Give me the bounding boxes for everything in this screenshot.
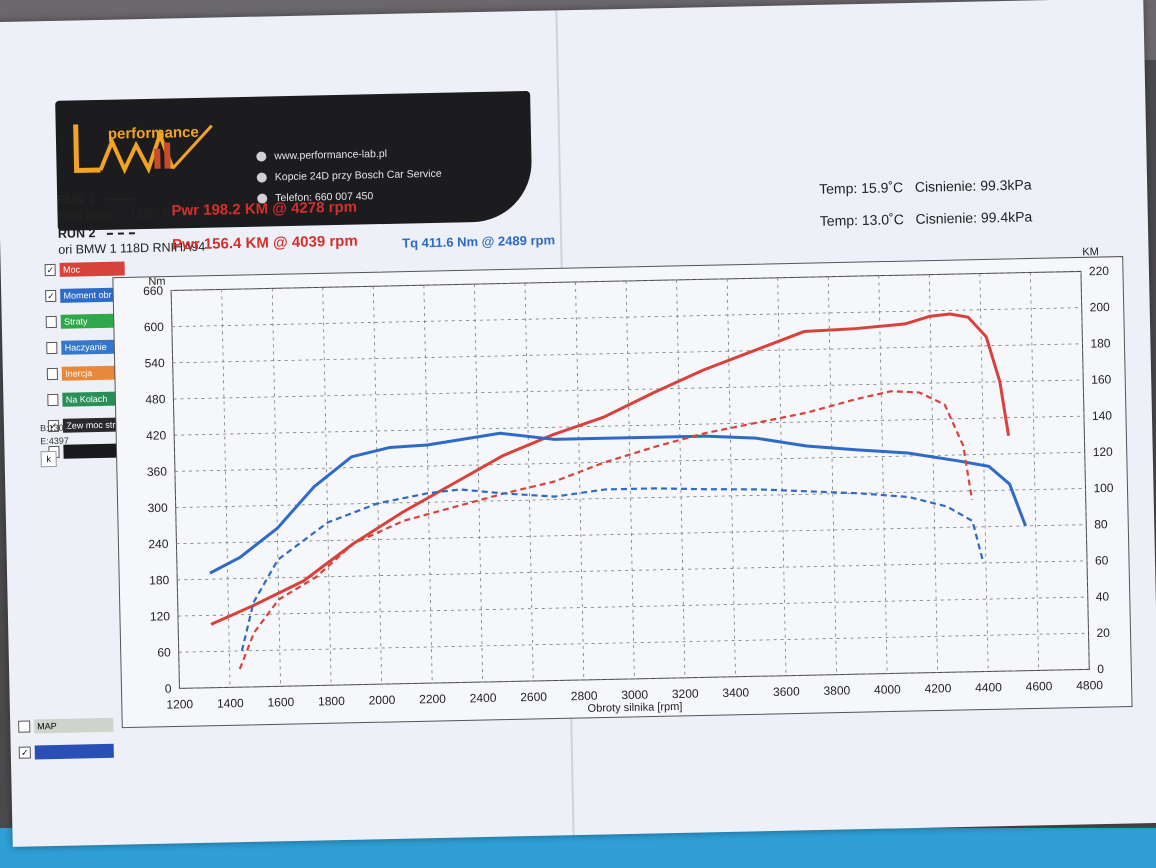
y-right-tick-label: 100 bbox=[1093, 481, 1114, 495]
x-tick-label: 2200 bbox=[419, 692, 446, 707]
y-left-tick-label: 660 bbox=[143, 284, 164, 298]
x-gridline bbox=[625, 280, 635, 679]
y-right-tick-label: 120 bbox=[1093, 445, 1114, 459]
x-gridline bbox=[322, 287, 332, 686]
y-left-tick-label: 360 bbox=[147, 465, 168, 479]
y-left-tick-label: 480 bbox=[145, 392, 166, 406]
y-left-tick-label: 600 bbox=[144, 320, 165, 334]
y-left-tick-label: 120 bbox=[150, 609, 171, 623]
y-right-tick-label: 80 bbox=[1094, 517, 1108, 531]
y-left-tick-label: 420 bbox=[146, 428, 167, 442]
y-gridline bbox=[174, 415, 1084, 436]
y-right-tick-label: 220 bbox=[1089, 264, 1110, 278]
x-tick-label: 3600 bbox=[773, 684, 800, 699]
x-gridline bbox=[372, 286, 383, 685]
y-left-tick-label: 60 bbox=[157, 645, 171, 659]
x-gridline bbox=[474, 284, 484, 683]
x-tick-label: 4600 bbox=[1026, 679, 1053, 694]
x-gridline bbox=[575, 282, 585, 680]
dyno-printout: performance www.performance-lab.pl Kopci… bbox=[0, 0, 1156, 847]
x-gridline bbox=[221, 289, 231, 688]
series-line-tq-run-1 bbox=[209, 431, 1027, 575]
y-left-axis-label: Nm bbox=[148, 276, 165, 288]
chart-frame bbox=[112, 256, 1133, 729]
x-tick-label: 2800 bbox=[571, 689, 598, 704]
x-gridline bbox=[170, 290, 180, 689]
dyno-chart: 1200 1400 1600 1800 2000 2200 2400 2600 2800 3000… bbox=[112, 246, 1133, 729]
x-gridline bbox=[1030, 272, 1040, 671]
y-gridline bbox=[171, 271, 1081, 291]
x-tick-label: 1200 bbox=[166, 697, 193, 712]
y-gridline bbox=[177, 560, 1088, 581]
x-gridline bbox=[423, 285, 433, 684]
x-gridline bbox=[777, 277, 787, 676]
x-tick-label: 1400 bbox=[217, 696, 244, 711]
y-right-tick-label: 0 bbox=[1097, 662, 1104, 676]
y-right-axis-label: KM bbox=[1082, 246, 1099, 258]
y-gridline bbox=[173, 379, 1084, 400]
y-gridline bbox=[172, 343, 1083, 364]
x-axis-label: Obroty silnika [rpm] bbox=[587, 701, 682, 715]
x-tick-label: 2600 bbox=[520, 690, 547, 705]
x-gridline bbox=[878, 275, 888, 674]
x-gridline bbox=[726, 278, 736, 677]
y-right-tick-label: 60 bbox=[1095, 553, 1109, 567]
x-gridline bbox=[1080, 271, 1090, 670]
x-gridline bbox=[676, 279, 686, 678]
x-gridline bbox=[271, 288, 281, 687]
header-banner: performance www.performance-lab.pl Kopci… bbox=[55, 90, 533, 231]
y-right-tick-label: 160 bbox=[1091, 372, 1112, 386]
series-line-pwr-run-2 bbox=[238, 390, 974, 670]
series-line-tq-run-2 bbox=[240, 487, 985, 652]
y-left-tick-label: 0 bbox=[165, 682, 172, 696]
performance-lab-logo: performance bbox=[71, 113, 227, 178]
x-tick-label: 3800 bbox=[823, 683, 850, 698]
y-right-tick-label: 20 bbox=[1096, 626, 1110, 640]
y-right-tick-label: 200 bbox=[1090, 300, 1111, 314]
x-gridline bbox=[524, 283, 534, 682]
y-gridline bbox=[176, 524, 1087, 545]
y-left-tick-label: 540 bbox=[144, 356, 165, 370]
x-gridline bbox=[928, 274, 939, 673]
y-gridline bbox=[179, 668, 1090, 689]
y-gridline bbox=[171, 307, 1082, 328]
x-tick-label: 4800 bbox=[1076, 678, 1103, 693]
x-tick-label: 3000 bbox=[621, 688, 648, 703]
y-left-tick-label: 180 bbox=[149, 573, 170, 587]
x-tick-label: 4200 bbox=[924, 681, 951, 696]
y-gridline bbox=[177, 596, 1088, 617]
x-tick-label: 1800 bbox=[318, 694, 345, 709]
y-right-tick-label: 140 bbox=[1092, 409, 1113, 423]
x-tick-label: 3400 bbox=[722, 685, 749, 700]
y-left-tick-label: 240 bbox=[148, 537, 169, 551]
x-tick-label: 2400 bbox=[470, 691, 497, 706]
x-tick-label: 3200 bbox=[672, 687, 699, 702]
x-tick-label: 2000 bbox=[368, 693, 395, 708]
x-gridline bbox=[827, 276, 837, 675]
x-tick-label: 1600 bbox=[267, 695, 294, 710]
y-left-tick-label: 300 bbox=[148, 501, 169, 515]
x-gridline bbox=[979, 273, 989, 672]
x-tick-label: 4000 bbox=[874, 682, 901, 697]
x-tick-label: 4400 bbox=[975, 680, 1002, 695]
y-gridline bbox=[178, 632, 1089, 653]
y-right-tick-label: 40 bbox=[1096, 590, 1110, 604]
y-right-tick-label: 180 bbox=[1090, 336, 1111, 350]
series-line-pwr-run-1 bbox=[210, 312, 1011, 626]
y-gridline bbox=[175, 488, 1086, 508]
